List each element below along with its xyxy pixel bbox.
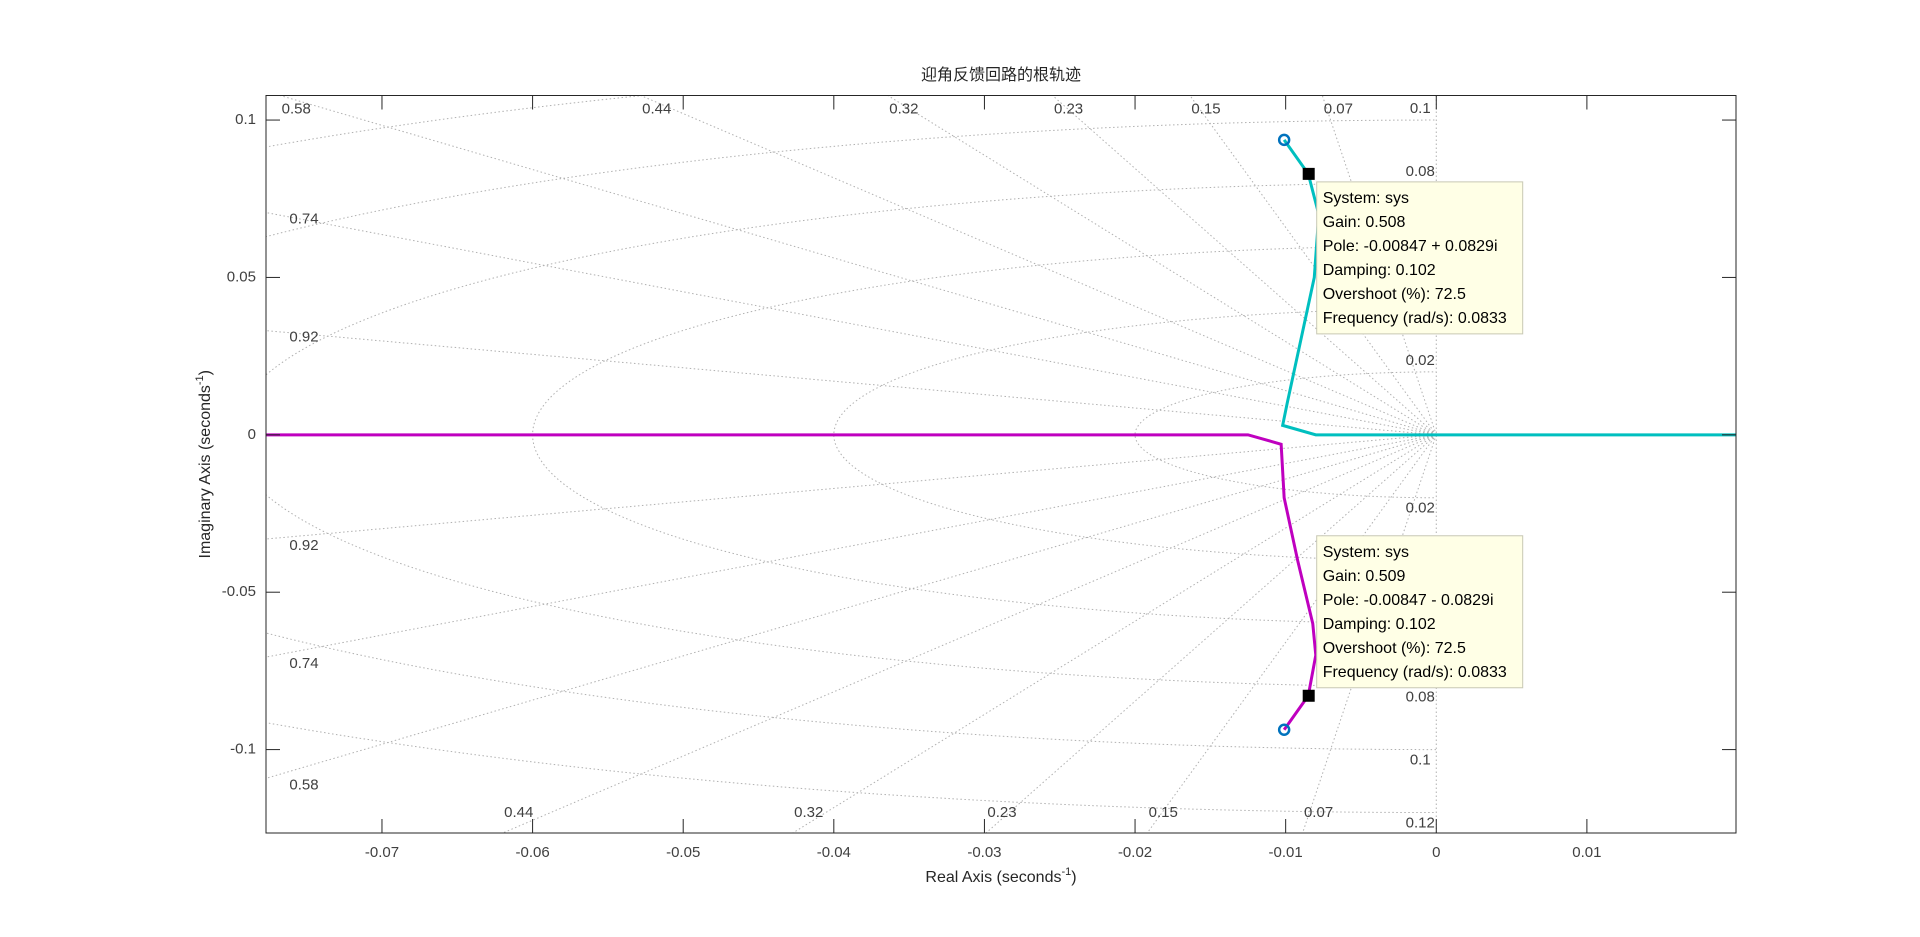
damping-label: 0.23 — [987, 804, 1016, 821]
y-axis-label-part: -1 — [194, 375, 206, 385]
datatip-text: Overshoot (%): 72.5 — [1323, 640, 1466, 657]
x-tick-label: -0.01 — [1269, 844, 1303, 861]
frequency-label: 0.08 — [1406, 163, 1435, 180]
plot-lines — [266, 139, 1736, 731]
x-tick-label: -0.03 — [967, 844, 1001, 861]
x-tick-label: -0.07 — [365, 844, 399, 861]
frequency-label: 0.12 — [1406, 815, 1435, 832]
damping-label: 0.23 — [1054, 100, 1083, 117]
datatip-text: Pole: -0.00847 - 0.0829i — [1323, 592, 1494, 609]
datatip-text: Gain: 0.508 — [1323, 214, 1406, 231]
frequency-label: 0.08 — [1406, 689, 1435, 706]
x-tick-label: 0 — [1432, 844, 1440, 861]
datatip-box — [1316, 181, 1524, 335]
y-tick-label: 0.05 — [227, 268, 256, 285]
damping-label: 0.92 — [289, 329, 318, 346]
y-axis-label: Imaginary Axis (seconds-1) — [194, 370, 214, 559]
y-tick-label: -0.05 — [222, 583, 256, 600]
datatip-text: System: sys — [1323, 190, 1409, 207]
damping-label: 0.58 — [289, 776, 318, 793]
overlay: 0.07 0.07 0.15 0.15 0.23 0.23 0.32 0.32 0.44 0.44… — [194, 95, 1737, 886]
frequency-label: 0.1 — [1410, 100, 1431, 117]
frequency-label: 0.02 — [1406, 352, 1435, 369]
y-tick-label: -0.1 — [230, 741, 256, 758]
y-tick-label: 0 — [248, 426, 256, 443]
damping-label: 0.32 — [889, 100, 918, 117]
datatip-text: Gain: 0.509 — [1323, 568, 1406, 585]
y-axis-label-part: Imaginary Axis (seconds — [197, 385, 214, 558]
x-axis-label-part: Real Axis (seconds — [925, 869, 1061, 886]
y-tick-label: 0.1 — [235, 111, 256, 128]
datatip-text: Overshoot (%): 72.5 — [1323, 286, 1466, 303]
datatip-text: Frequency (rad/s): 0.0833 — [1323, 310, 1507, 327]
datatip-text: Pole: -0.00847 + 0.0829i — [1323, 238, 1498, 255]
damping-label: 0.44 — [504, 804, 533, 821]
x-axis-label-part: ) — [1071, 869, 1076, 886]
x-tick-label: -0.02 — [1118, 844, 1152, 861]
datatip-text: System: sys — [1323, 544, 1409, 561]
damping-label: 0.07 — [1324, 100, 1353, 117]
damping-label: 0.15 — [1149, 804, 1178, 821]
x-tick-label: -0.05 — [666, 844, 700, 861]
zero-marker — [1277, 133, 1291, 147]
datatip-text: Frequency (rad/s): 0.0833 — [1323, 664, 1507, 681]
x-tick-label: -0.04 — [817, 844, 851, 861]
damping-label: 0.07 — [1304, 804, 1333, 821]
damping-label: 0.74 — [289, 655, 318, 672]
damping-label: 0.44 — [642, 100, 671, 117]
x-tick-label: 0.01 — [1572, 844, 1601, 861]
datatip-box — [1316, 535, 1524, 689]
locus-line — [1280, 139, 1736, 437]
zero-marker — [1277, 723, 1291, 737]
x-tick-label: -0.06 — [515, 844, 549, 861]
y-axis-label-part: ) — [197, 370, 214, 375]
damping-label: 0.32 — [794, 804, 823, 821]
damping-label: 0.58 — [282, 100, 311, 117]
damping-label: 0.74 — [289, 210, 318, 227]
frequency-label: 0.1 — [1410, 752, 1431, 769]
datatip-text: Damping: 0.102 — [1323, 616, 1436, 633]
axes-box — [265, 95, 1737, 834]
datatip-text: Damping: 0.102 — [1323, 262, 1436, 279]
frequency-label: 0.02 — [1406, 500, 1435, 517]
x-axis-label: Real Axis (seconds-1) — [925, 866, 1076, 886]
damping-label: 0.15 — [1191, 100, 1220, 117]
damping-label: 0.92 — [289, 537, 318, 554]
chart-title: 迎角反馈回路的根轨迹 — [921, 66, 1081, 84]
locus-line — [266, 433, 1318, 731]
datatip-marker — [1302, 167, 1315, 180]
datatip-marker — [1302, 689, 1315, 702]
x-axis-label-part: -1 — [1061, 866, 1071, 878]
